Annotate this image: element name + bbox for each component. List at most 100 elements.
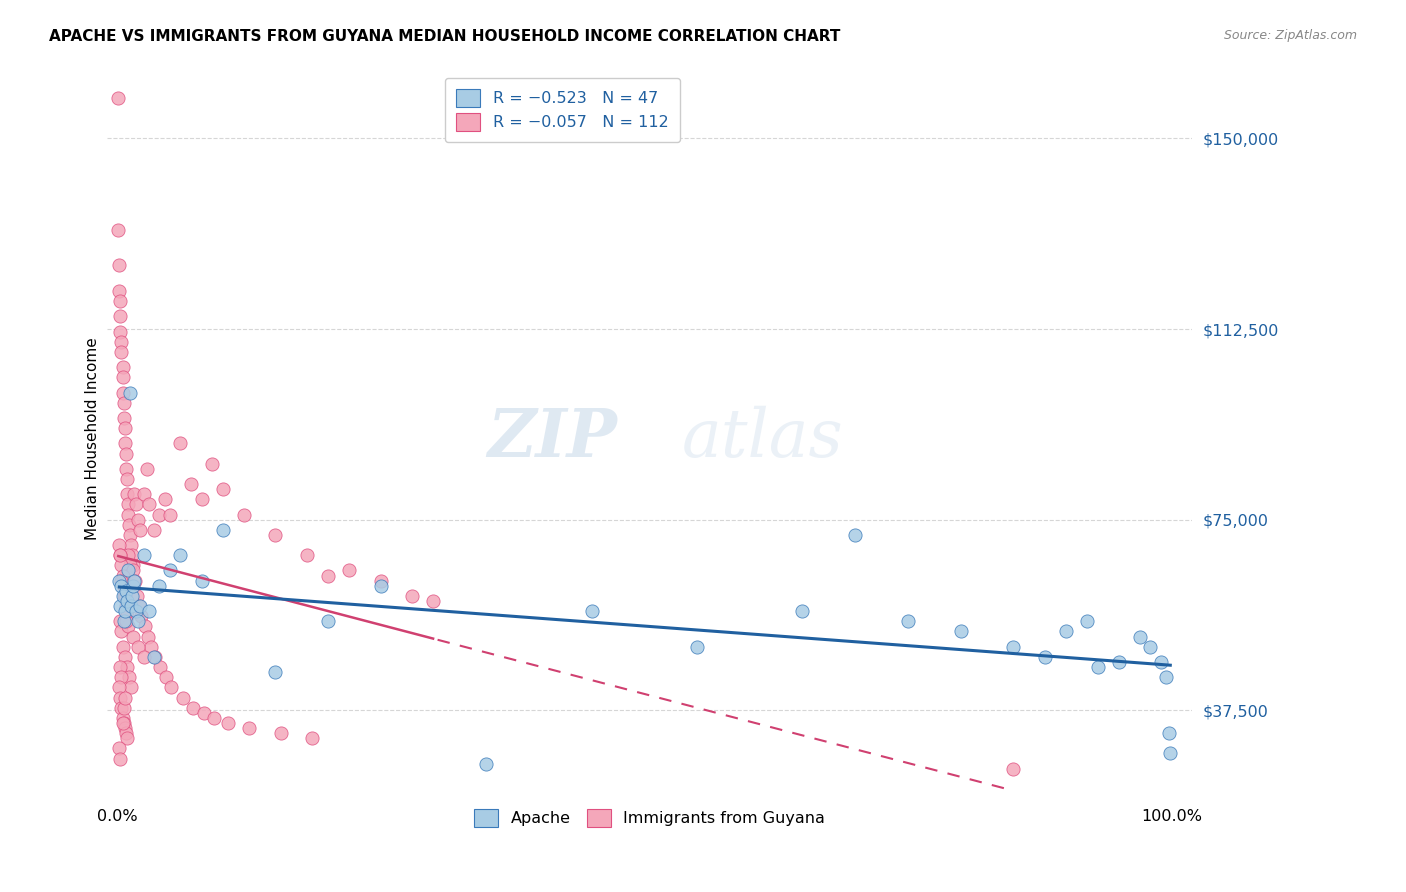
- Point: [129, 523, 152, 537]
- Point: [143, 523, 166, 537]
- Point: [202, 711, 225, 725]
- Point: [111, 360, 134, 375]
- Point: [844, 528, 866, 542]
- Point: [114, 589, 136, 603]
- Point: [122, 564, 145, 578]
- Point: [112, 579, 135, 593]
- Point: [370, 574, 392, 588]
- Point: [110, 345, 132, 359]
- Point: [115, 604, 138, 618]
- Point: [127, 640, 149, 654]
- Point: [114, 583, 136, 598]
- Point: [125, 604, 148, 618]
- Point: [114, 421, 136, 435]
- Point: [129, 599, 152, 613]
- Point: [139, 640, 162, 654]
- Point: [238, 721, 260, 735]
- Point: [108, 681, 131, 695]
- Point: [159, 564, 181, 578]
- Text: ZIP: ZIP: [486, 406, 617, 471]
- Point: [370, 579, 392, 593]
- Point: [110, 325, 132, 339]
- Point: [110, 690, 132, 705]
- Point: [114, 690, 136, 705]
- Point: [1076, 615, 1098, 629]
- Point: [316, 568, 339, 582]
- Point: [264, 528, 287, 542]
- Point: [117, 548, 139, 562]
- Point: [112, 715, 135, 730]
- Point: [295, 548, 318, 562]
- Point: [949, 624, 972, 639]
- Point: [110, 579, 132, 593]
- Point: [110, 599, 132, 613]
- Point: [201, 457, 224, 471]
- Text: atlas: atlas: [682, 406, 844, 471]
- Point: [138, 497, 160, 511]
- Point: [128, 599, 150, 613]
- Point: [110, 548, 132, 562]
- Point: [1154, 670, 1177, 684]
- Point: [112, 615, 135, 629]
- Point: [117, 619, 139, 633]
- Point: [110, 294, 132, 309]
- Point: [897, 615, 920, 629]
- Point: [135, 462, 157, 476]
- Point: [1129, 630, 1152, 644]
- Point: [127, 513, 149, 527]
- Point: [114, 568, 136, 582]
- Point: [1108, 655, 1130, 669]
- Point: [211, 482, 233, 496]
- Point: [1054, 624, 1077, 639]
- Point: [149, 660, 172, 674]
- Point: [121, 589, 143, 603]
- Point: [190, 492, 212, 507]
- Point: [110, 615, 132, 629]
- Point: [180, 477, 202, 491]
- Point: [111, 640, 134, 654]
- Point: [217, 715, 239, 730]
- Point: [114, 599, 136, 613]
- Point: [316, 615, 339, 629]
- Point: [211, 523, 233, 537]
- Point: [159, 508, 181, 522]
- Point: [111, 385, 134, 400]
- Point: [117, 564, 139, 578]
- Point: [114, 462, 136, 476]
- Point: [160, 681, 183, 695]
- Point: [134, 619, 156, 633]
- Y-axis label: Median Household Income: Median Household Income: [86, 337, 100, 540]
- Point: [110, 558, 132, 573]
- Point: [1033, 649, 1056, 664]
- Point: [118, 528, 141, 542]
- Point: [172, 690, 194, 705]
- Point: [112, 589, 135, 603]
- Point: [138, 604, 160, 618]
- Point: [127, 589, 149, 603]
- Point: [110, 574, 132, 588]
- Point: [122, 574, 145, 588]
- Point: [115, 609, 138, 624]
- Point: [108, 284, 131, 298]
- Point: [111, 589, 134, 603]
- Point: [127, 615, 149, 629]
- Point: [581, 604, 603, 618]
- Point: [122, 579, 145, 593]
- Point: [114, 436, 136, 450]
- Point: [143, 649, 166, 664]
- Point: [148, 508, 170, 522]
- Point: [1002, 640, 1025, 654]
- Point: [122, 630, 145, 644]
- Point: [153, 492, 176, 507]
- Point: [1002, 762, 1025, 776]
- Point: [1087, 660, 1109, 674]
- Point: [108, 574, 131, 588]
- Text: APACHE VS IMMIGRANTS FROM GUYANA MEDIAN HOUSEHOLD INCOME CORRELATION CHART: APACHE VS IMMIGRANTS FROM GUYANA MEDIAN …: [49, 29, 841, 44]
- Point: [143, 649, 166, 664]
- Point: [1159, 747, 1181, 761]
- Point: [132, 487, 155, 501]
- Point: [114, 446, 136, 460]
- Point: [181, 700, 204, 714]
- Point: [1150, 655, 1173, 669]
- Text: Source: ZipAtlas.com: Source: ZipAtlas.com: [1223, 29, 1357, 42]
